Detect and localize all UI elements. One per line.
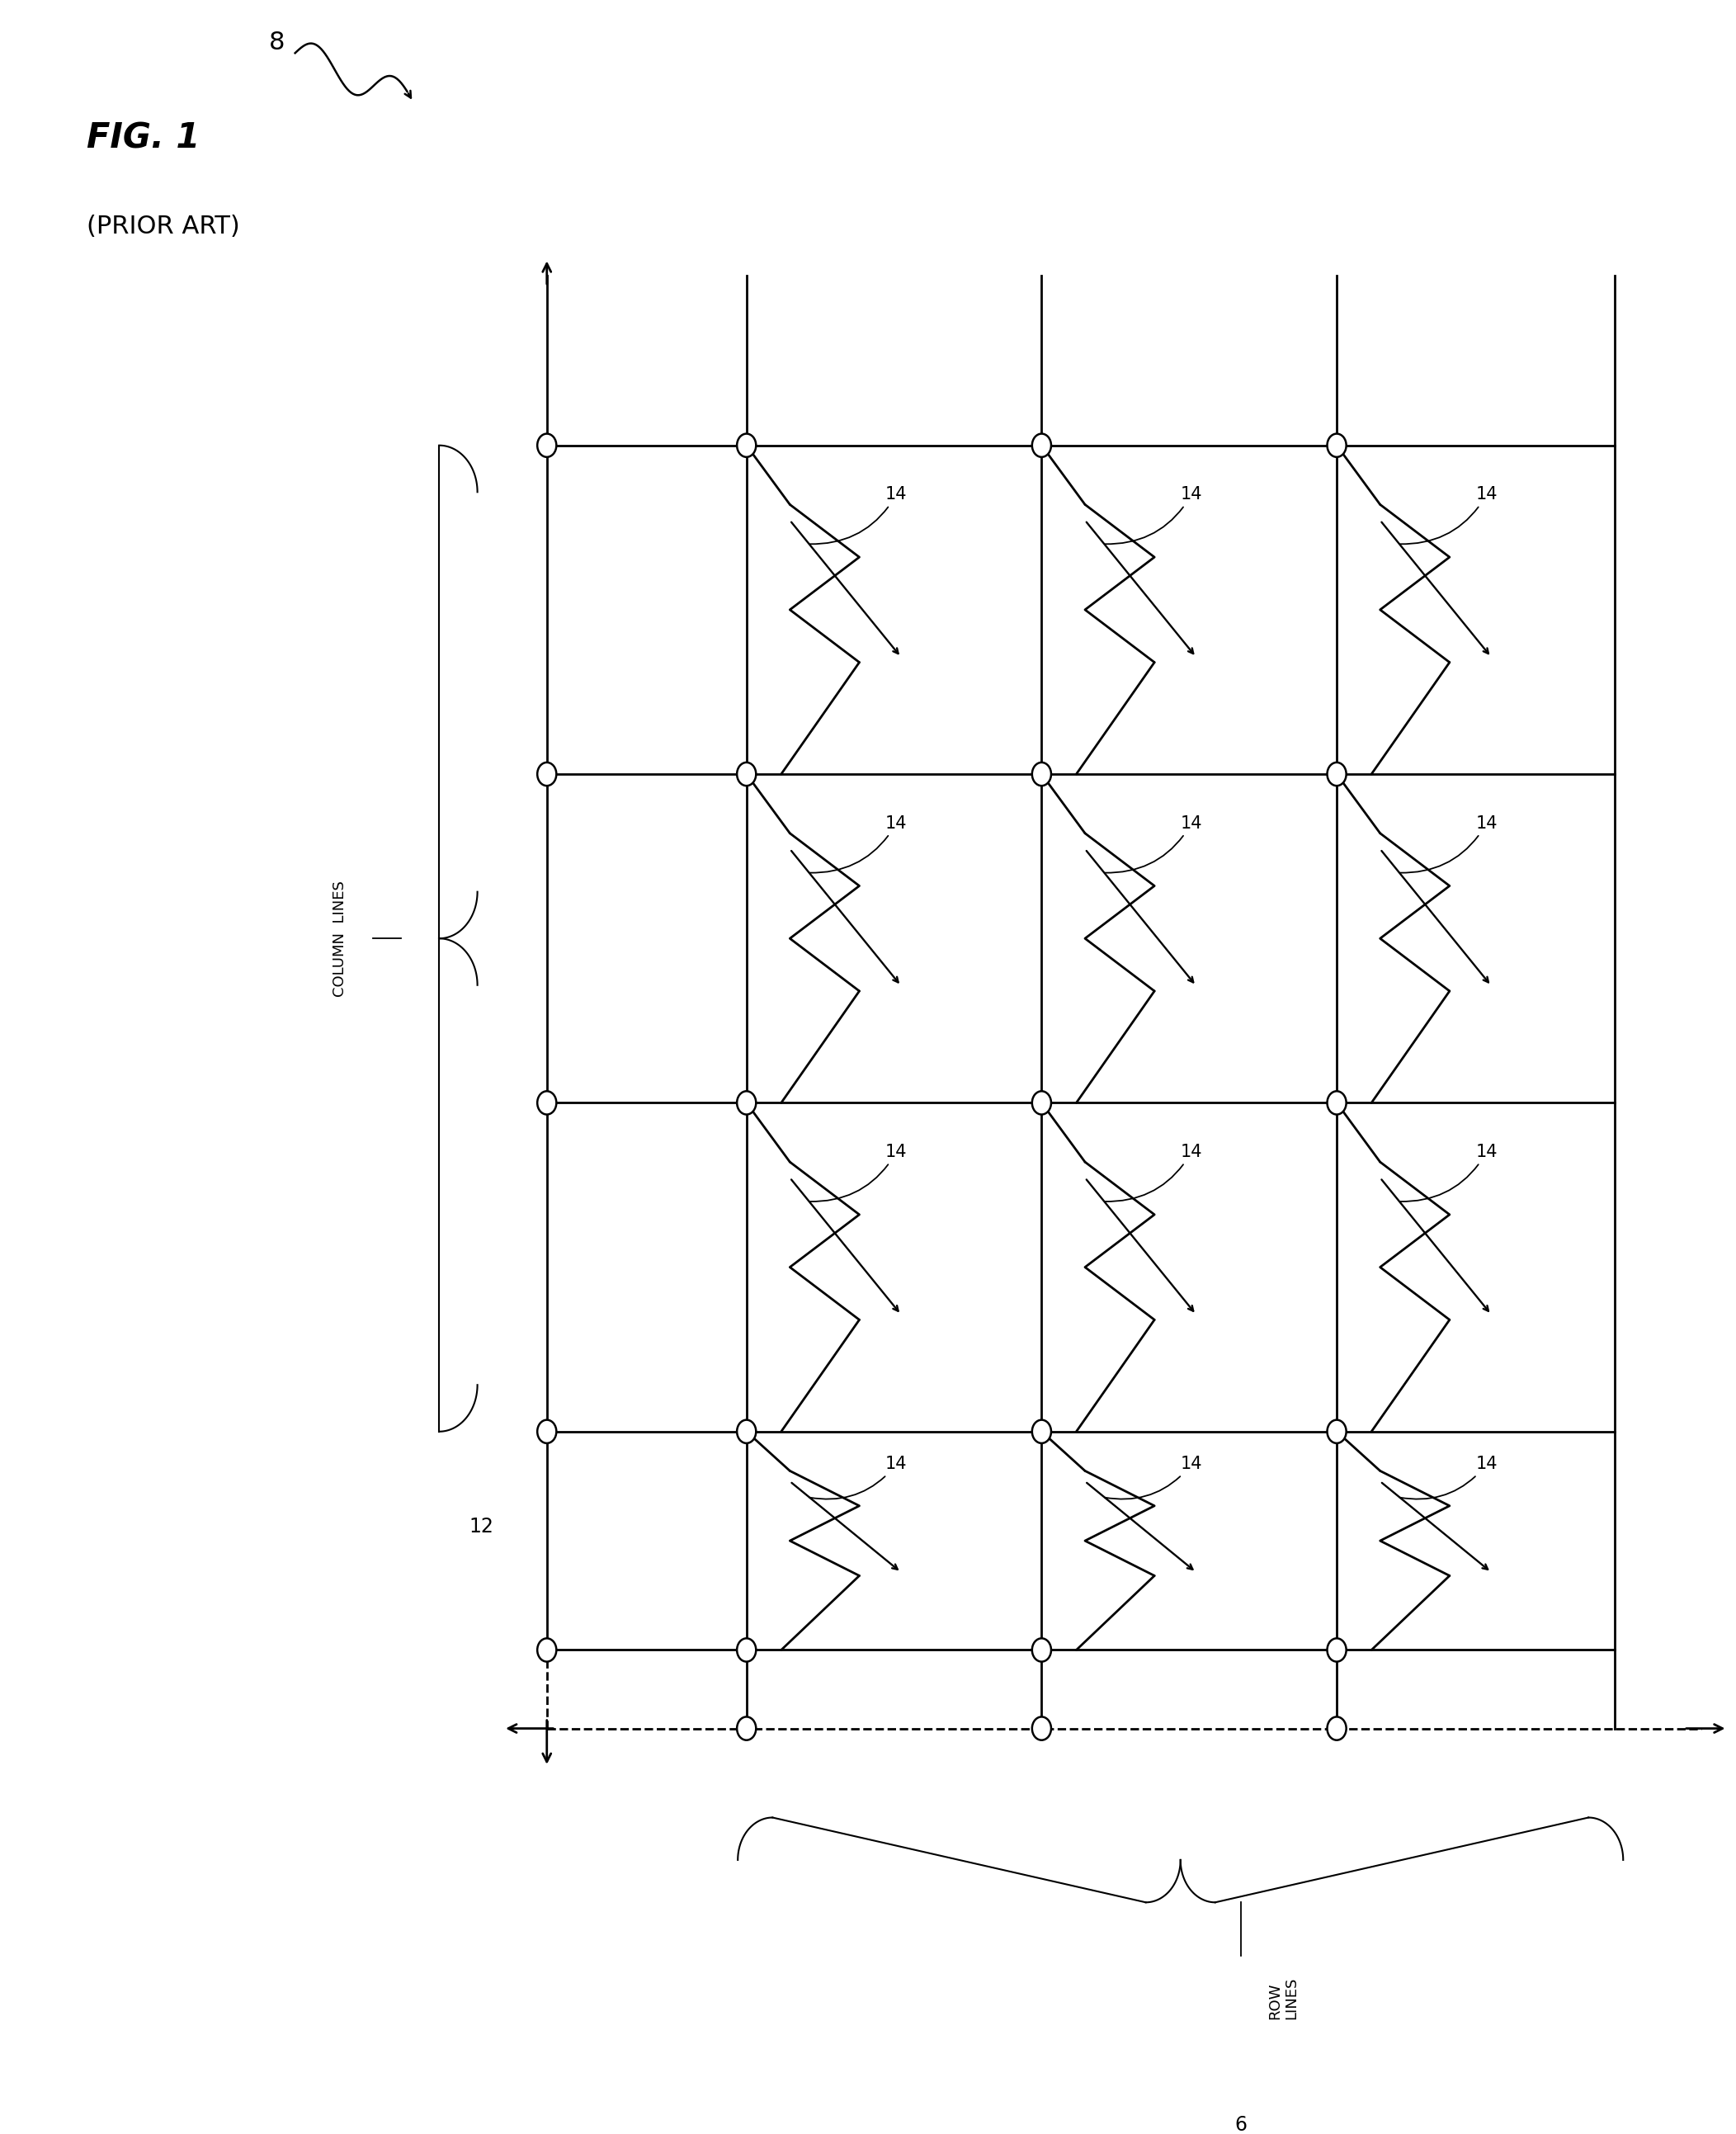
- Circle shape: [1328, 762, 1345, 785]
- Text: 14: 14: [1399, 815, 1498, 873]
- Circle shape: [1031, 1716, 1050, 1739]
- Circle shape: [736, 1090, 757, 1114]
- Text: 14: 14: [1104, 815, 1203, 873]
- Text: 14: 14: [1399, 1455, 1498, 1498]
- Circle shape: [1328, 1716, 1345, 1739]
- Circle shape: [736, 1419, 757, 1443]
- Circle shape: [1328, 1419, 1345, 1443]
- Circle shape: [538, 1419, 556, 1443]
- Text: FIG. 1: FIG. 1: [87, 120, 200, 156]
- Text: 14: 14: [809, 487, 908, 544]
- Text: 14: 14: [809, 815, 908, 873]
- Circle shape: [538, 1090, 556, 1114]
- Text: 14: 14: [809, 1455, 908, 1498]
- Circle shape: [538, 762, 556, 785]
- Text: 6: 6: [1234, 2115, 1248, 2134]
- Circle shape: [736, 762, 757, 785]
- Circle shape: [538, 433, 556, 457]
- Text: 8: 8: [269, 30, 285, 53]
- Circle shape: [1031, 1639, 1050, 1662]
- Circle shape: [1031, 433, 1050, 457]
- Text: COLUMN  LINES: COLUMN LINES: [332, 881, 347, 997]
- Circle shape: [736, 1716, 757, 1739]
- Text: 14: 14: [809, 1144, 908, 1201]
- Circle shape: [1328, 1639, 1345, 1662]
- Text: 14: 14: [1104, 487, 1203, 544]
- Text: 14: 14: [1104, 1144, 1203, 1201]
- Circle shape: [736, 1639, 757, 1662]
- Circle shape: [1328, 1090, 1345, 1114]
- Circle shape: [1328, 433, 1345, 457]
- Circle shape: [736, 433, 757, 457]
- Circle shape: [1031, 1419, 1050, 1443]
- Text: 12: 12: [469, 1517, 493, 1536]
- Circle shape: [538, 1639, 556, 1662]
- Circle shape: [1031, 762, 1050, 785]
- Text: 14: 14: [1104, 1455, 1203, 1498]
- Text: 14: 14: [1399, 1144, 1498, 1201]
- Text: 14: 14: [1399, 487, 1498, 544]
- Circle shape: [1031, 1090, 1050, 1114]
- Text: (PRIOR ART): (PRIOR ART): [87, 216, 240, 239]
- Text: ROW
LINES: ROW LINES: [1267, 1976, 1299, 2019]
